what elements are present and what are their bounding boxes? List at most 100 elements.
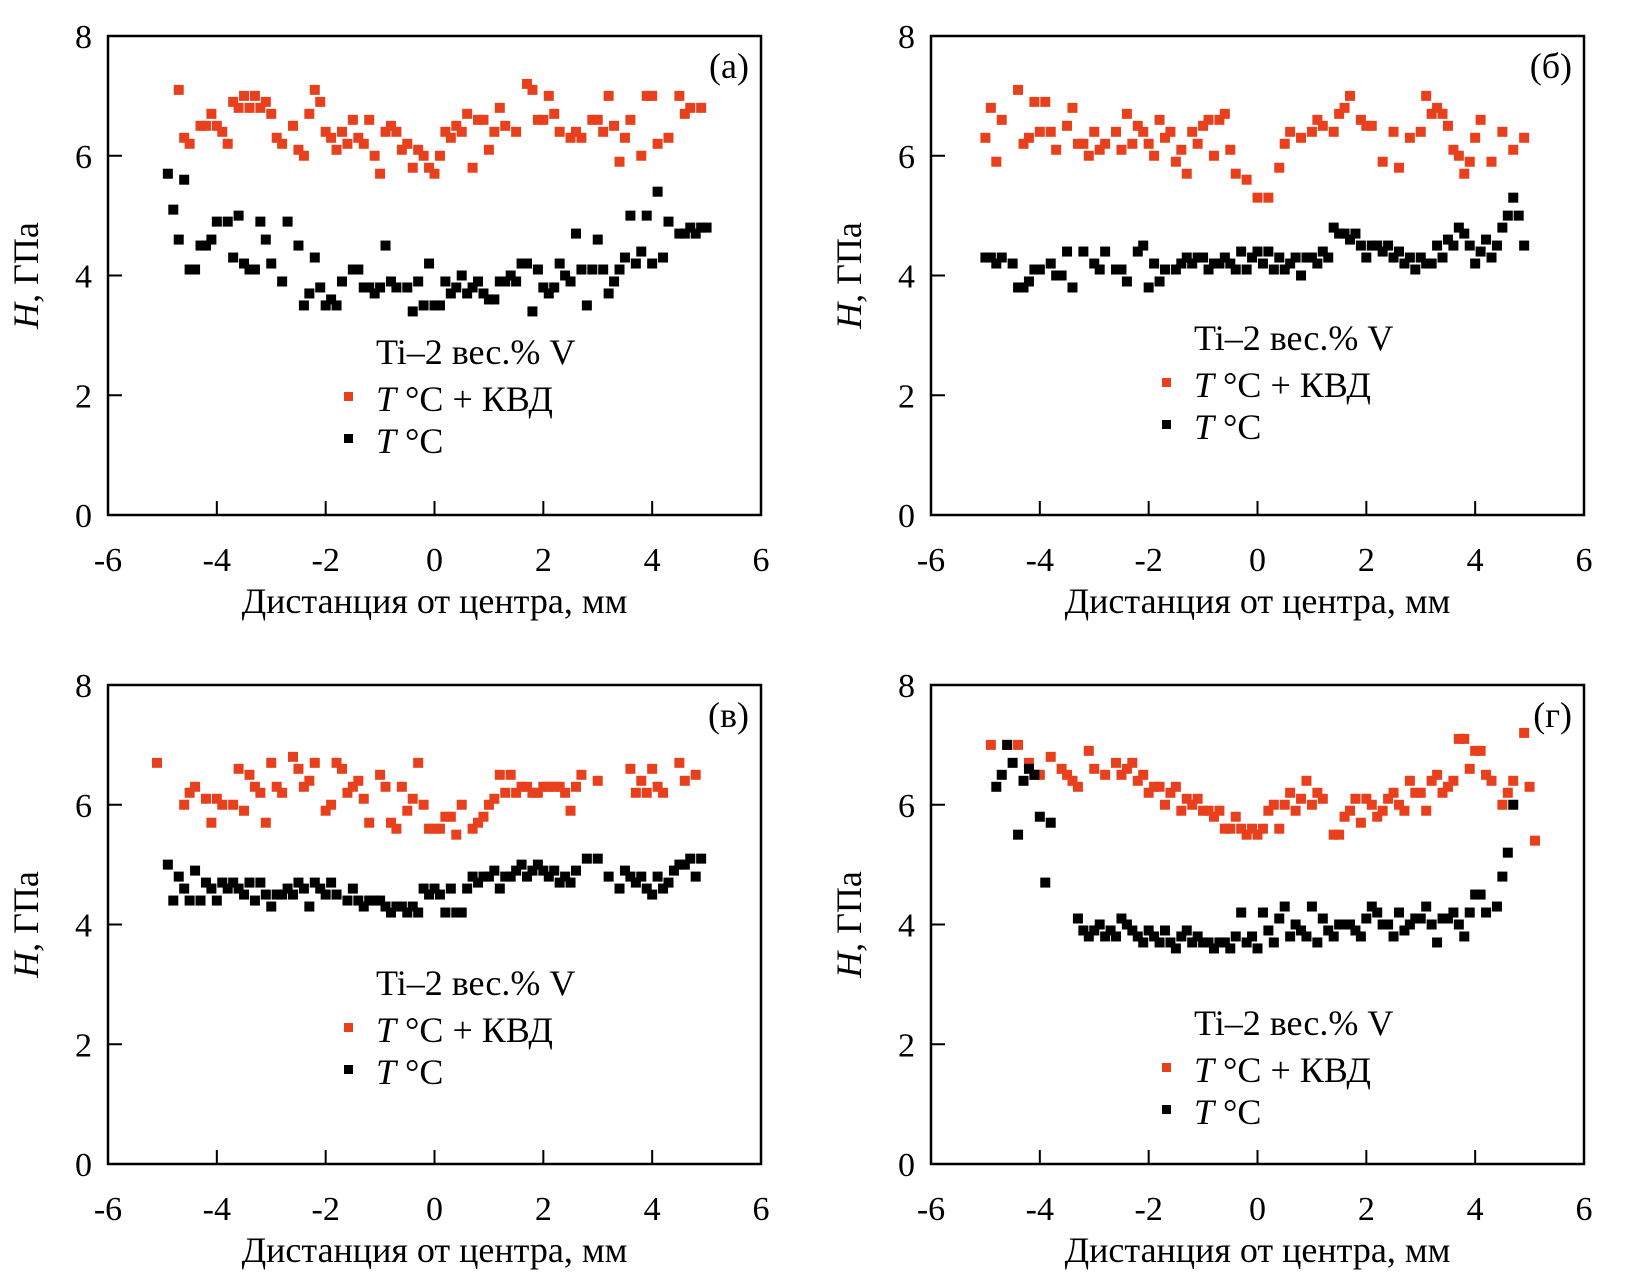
data-point <box>1410 264 1421 275</box>
x-tick-label: 6 <box>753 1191 770 1228</box>
legend-title: Ti–2 вес.% V <box>1194 1003 1393 1043</box>
data-point <box>511 865 522 876</box>
data-point <box>326 799 337 810</box>
data-point <box>1089 126 1100 137</box>
data-point <box>1317 246 1328 257</box>
data-point <box>1415 252 1426 263</box>
data-point <box>500 276 511 287</box>
data-point <box>1121 763 1132 774</box>
legend-marker <box>344 392 353 401</box>
data-point <box>1170 156 1181 167</box>
data-point <box>222 883 233 894</box>
data-point <box>1464 763 1475 774</box>
data-point <box>1203 114 1214 125</box>
data-point <box>1023 763 1034 774</box>
data-point <box>1323 925 1334 936</box>
data-point <box>1475 745 1486 756</box>
data-point <box>228 96 239 107</box>
data-point <box>266 258 277 269</box>
data-point <box>636 775 647 786</box>
panel-3: -6 -4 -2 0 2 4 6 0 2 4 6 8 Дистанция от центра, мм H,… <box>6 668 770 1270</box>
data-point <box>233 883 244 894</box>
data-point <box>1208 258 1219 269</box>
data-point <box>1497 126 1508 137</box>
data-point <box>1263 805 1274 816</box>
data-point <box>1203 264 1214 275</box>
data-point <box>696 853 707 864</box>
data-point <box>179 132 190 143</box>
data-point <box>1285 258 1296 269</box>
data-point <box>1247 823 1258 834</box>
data-point <box>581 853 592 864</box>
data-point <box>1132 246 1143 257</box>
data-point <box>1094 264 1105 275</box>
data-point <box>1219 108 1230 119</box>
data-point <box>424 258 435 269</box>
data-point <box>391 282 402 293</box>
data-point <box>369 150 380 161</box>
data-point <box>1159 799 1170 810</box>
data-point <box>1279 901 1290 912</box>
data-point <box>190 865 201 876</box>
data-point <box>511 787 522 798</box>
data-point <box>538 282 549 293</box>
x-axis-title: Дистанция от центра, мм <box>1065 1230 1451 1270</box>
data-point <box>434 150 445 161</box>
data-point <box>1045 817 1056 828</box>
data-point <box>342 787 353 798</box>
data-point <box>456 907 467 918</box>
data-point <box>1415 787 1426 798</box>
data-point <box>527 787 538 798</box>
data-point <box>1034 264 1045 275</box>
data-point <box>179 799 190 810</box>
y-tick-label: 8 <box>75 668 92 705</box>
y-tick-label: 4 <box>75 259 92 296</box>
data-point <box>549 865 560 876</box>
data-point <box>494 883 505 894</box>
data-point <box>630 787 641 798</box>
data-point <box>309 252 320 263</box>
data-point <box>434 823 445 834</box>
data-point <box>1328 126 1339 137</box>
data-point <box>1072 138 1083 149</box>
data-point <box>424 162 435 173</box>
data-point <box>658 883 669 894</box>
x-tick-label: 0 <box>426 1191 443 1228</box>
data-point <box>1361 793 1372 804</box>
data-point <box>1486 775 1497 786</box>
legend-marker <box>1162 378 1171 387</box>
data-point <box>1127 757 1138 768</box>
data-point <box>1345 234 1356 245</box>
data-point <box>1361 913 1372 924</box>
panel-label: (а) <box>709 46 749 86</box>
x-tick-label: 2 <box>1358 1191 1375 1228</box>
x-tick-label: 2 <box>535 1191 552 1228</box>
data-point <box>1007 757 1018 768</box>
data-point <box>413 144 424 155</box>
y-tick-label: 8 <box>898 668 915 705</box>
data-point <box>353 264 364 275</box>
data-point <box>1421 258 1432 269</box>
data-point <box>483 294 494 305</box>
data-point <box>625 114 636 125</box>
data-point <box>1377 246 1388 257</box>
data-point <box>353 895 364 906</box>
data-point <box>609 120 620 131</box>
data-point <box>1214 114 1225 125</box>
data-point <box>244 264 255 275</box>
data-point <box>1067 282 1078 293</box>
data-point <box>190 264 201 275</box>
data-point <box>473 276 484 287</box>
data-point <box>1279 138 1290 149</box>
data-point <box>511 276 522 287</box>
y-axis-unit: , ГПа <box>829 871 869 952</box>
data-point <box>652 871 663 882</box>
data-point <box>179 883 190 894</box>
y-tick-label: 6 <box>75 139 92 176</box>
data-point <box>1138 937 1149 948</box>
data-point <box>565 877 576 888</box>
data-point <box>1502 210 1513 221</box>
data-point <box>190 781 201 792</box>
data-point <box>451 120 462 131</box>
